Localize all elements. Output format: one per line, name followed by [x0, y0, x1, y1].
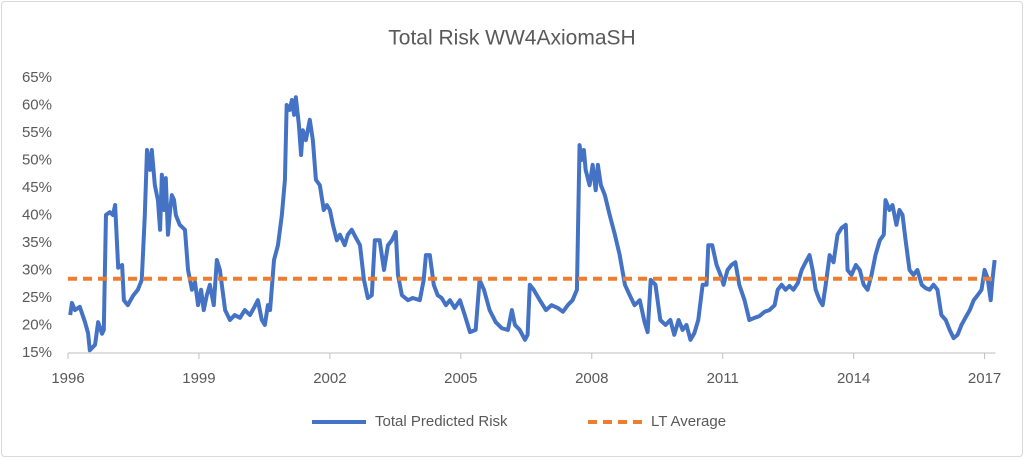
y-tick-label: 60%: [22, 96, 52, 113]
data-line: [68, 95, 997, 353]
legend-label: Total Predicted Risk: [375, 413, 508, 430]
y-tick-label: 50%: [22, 151, 52, 168]
x-tick-label: 2002: [313, 370, 346, 387]
y-tick-label: 20%: [22, 316, 52, 333]
x-tick-label: 2011: [707, 370, 739, 387]
x-tick-label: 2008: [575, 370, 608, 387]
x-tick-label: 1999: [182, 370, 215, 387]
y-tick-label: 45%: [22, 179, 52, 196]
y-tick-label: 25%: [22, 289, 52, 306]
chart-title: Total Risk WW4AxiomaSH: [388, 27, 635, 50]
x-tick-label: 2017: [968, 370, 1001, 387]
legend-label: LT Average: [651, 413, 726, 430]
y-tick-label: 55%: [22, 124, 52, 141]
y-tick-label: 65%: [22, 69, 52, 86]
x-tick-label: 1996: [51, 370, 84, 387]
x-tick-label: 2014: [837, 370, 870, 387]
y-tick-label: 35%: [22, 234, 52, 251]
x-tick-label: 2005: [444, 370, 477, 387]
y-tick-label: 30%: [22, 261, 52, 278]
y-tick-label: 40%: [22, 206, 52, 223]
y-tick-label: 15%: [22, 344, 52, 361]
